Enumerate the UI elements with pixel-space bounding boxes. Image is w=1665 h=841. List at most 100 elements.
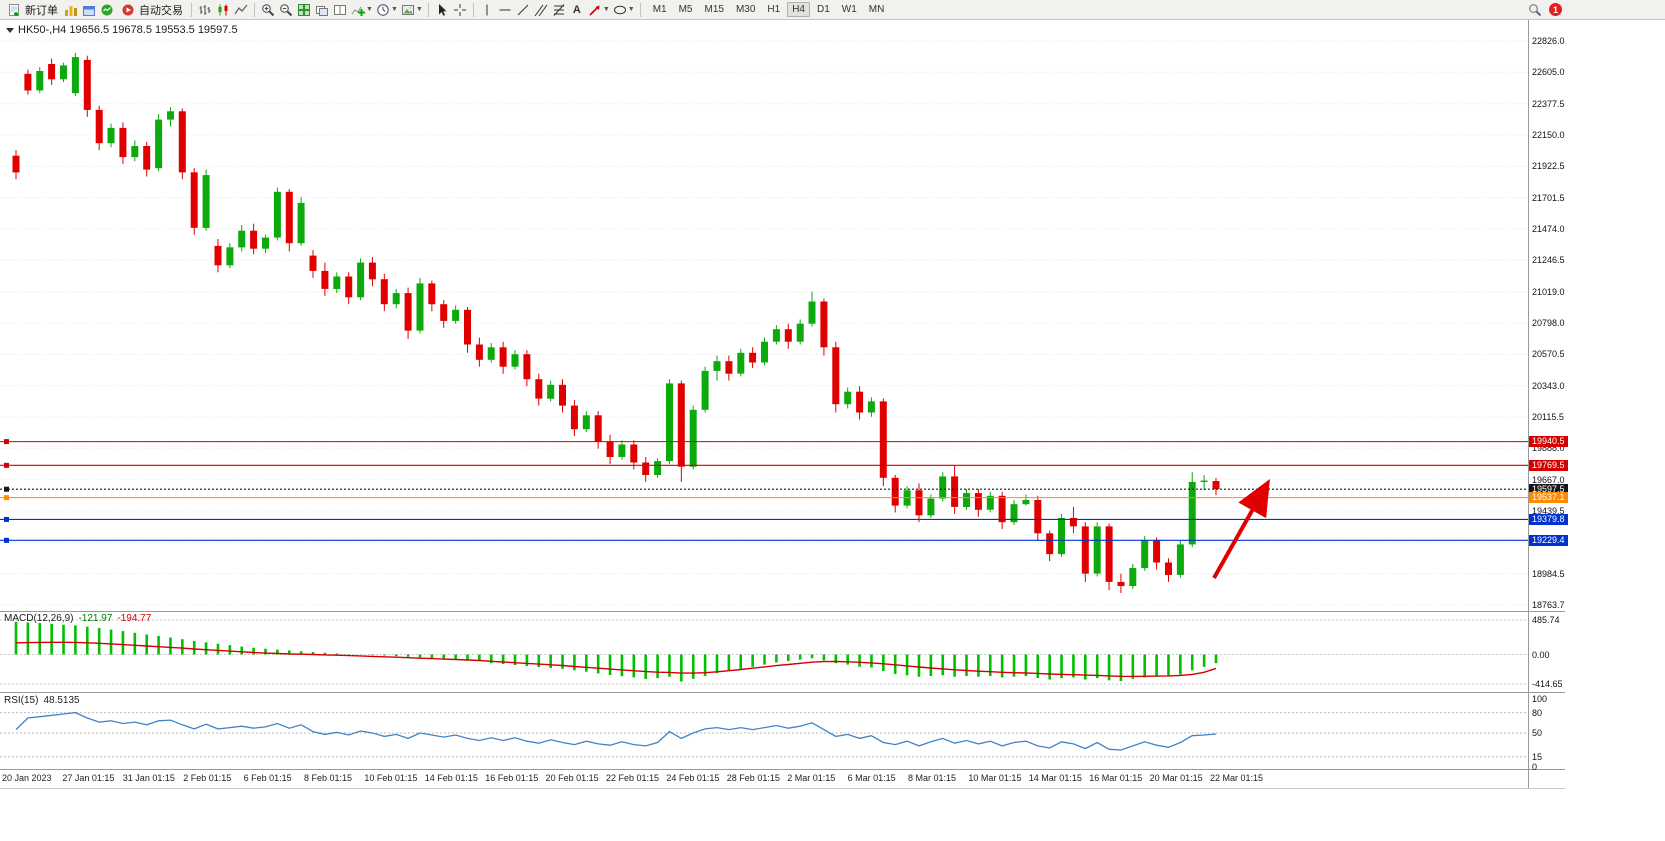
auto-trading-icon bbox=[120, 2, 136, 17]
period-caret-icon[interactable]: ▼ bbox=[390, 6, 398, 13]
rsi-indicator-label: RSI(15) 48.5135 bbox=[4, 695, 80, 706]
rsi-value: 48.5135 bbox=[43, 695, 80, 706]
vertical-line-tool-icon[interactable] bbox=[479, 2, 495, 17]
timeframe-m1[interactable]: M1 bbox=[652, 4, 667, 15]
time-scale-label: 16 Mar 01:15 bbox=[1089, 773, 1143, 783]
trendline-tool-icon[interactable] bbox=[515, 2, 531, 17]
time-axis[interactable]: 20 Jan 2023 27 Jan 01:15 31 Jan 01:15 2 Feb… bbox=[0, 770, 1528, 788]
line-anchor-handle[interactable] bbox=[4, 495, 9, 501]
timeframe-w1[interactable]: W1 bbox=[841, 4, 857, 15]
timeframe-m5[interactable]: M5 bbox=[678, 4, 693, 15]
price-scale-label: 22826.0 bbox=[1532, 36, 1565, 46]
new-chart-icon[interactable] bbox=[63, 2, 79, 17]
price-axis-border bbox=[1528, 20, 1529, 788]
profiles-icon[interactable] bbox=[81, 2, 97, 17]
price-tag-19769.5: 19769.5 bbox=[1529, 459, 1568, 471]
horizontal-line-tool-icon[interactable] bbox=[497, 2, 513, 17]
candles bbox=[12, 52, 1220, 593]
search-icon[interactable] bbox=[1527, 2, 1543, 17]
line-anchor-handle[interactable] bbox=[4, 486, 9, 492]
time-scale-label: 8 Mar 01:15 bbox=[908, 773, 957, 783]
timeframe-m30[interactable]: M30 bbox=[735, 4, 756, 15]
price-scale-label: 22150.0 bbox=[1532, 130, 1565, 140]
time-scale-label: 22 Mar 01:15 bbox=[1210, 773, 1264, 783]
time-scale-label: 24 Feb 01:15 bbox=[666, 773, 720, 783]
arrows-caret-icon[interactable]: ▼ bbox=[602, 6, 610, 13]
macd-scale-label: 485.74 bbox=[1532, 615, 1560, 625]
cursor-icon[interactable] bbox=[434, 2, 450, 17]
price-scale-label: 20343.0 bbox=[1532, 380, 1565, 391]
line-chart-icon[interactable] bbox=[233, 2, 249, 17]
template-caret-icon[interactable]: ▼ bbox=[415, 6, 423, 13]
price-chart[interactable] bbox=[0, 20, 1528, 611]
price-scale-label: 21701.5 bbox=[1532, 192, 1565, 203]
indicators-caret-icon[interactable]: ▼ bbox=[366, 6, 373, 13]
new-order-button[interactable]: 新订单 bbox=[3, 1, 61, 18]
arrange-windows-icon[interactable] bbox=[332, 2, 348, 17]
line-anchor-handle[interactable] bbox=[4, 462, 9, 468]
template-snapshot-icon[interactable] bbox=[400, 2, 416, 17]
indicators-icon[interactable] bbox=[350, 2, 366, 17]
chart-marker-icon bbox=[6, 28, 14, 33]
panel-separator[interactable] bbox=[0, 692, 1565, 693]
zoom-out-icon[interactable] bbox=[278, 2, 294, 17]
candlestick-chart-icon[interactable] bbox=[215, 2, 231, 17]
macd-signal-value: -194.77 bbox=[117, 613, 152, 624]
time-scale-label: 6 Feb 01:15 bbox=[243, 773, 292, 783]
main-toolbar: 新订单 自动交易 ▼ ▼ bbox=[0, 0, 1665, 20]
chart-area[interactable]: HK50-,H4 19656.5 19678.5 19553.5 19597.5… bbox=[0, 20, 1665, 841]
timeframe-d1[interactable]: D1 bbox=[817, 4, 830, 15]
auto-trading-button[interactable]: 自动交易 bbox=[117, 1, 186, 18]
timeframe-h1[interactable]: H1 bbox=[767, 4, 781, 15]
panel-separator[interactable] bbox=[0, 611, 1565, 612]
panel-separator[interactable] bbox=[0, 769, 1565, 770]
rsi-panel[interactable] bbox=[0, 693, 1528, 769]
toolbar-separator bbox=[472, 2, 474, 17]
new-order-label: 新订单 bbox=[25, 4, 58, 17]
line-anchor-handle[interactable] bbox=[4, 537, 9, 543]
auto-trading-label: 自动交易 bbox=[139, 4, 183, 17]
price-axis[interactable]: 22826.0 22605.0 22377.5 22150.0 21922.5 21701… bbox=[1529, 20, 1665, 788]
cascade-windows-icon[interactable] bbox=[314, 2, 330, 17]
time-scale-label: 14 Feb 01:15 bbox=[424, 773, 478, 783]
price-scale-label: 20570.5 bbox=[1532, 349, 1565, 360]
price-scale-label: 21019.0 bbox=[1532, 286, 1565, 297]
macd-indicator-label: MACD(12,26,9) -121.97 -194.77 bbox=[4, 613, 151, 624]
arrows-tool-icon[interactable] bbox=[587, 2, 603, 17]
price-tag-19940.5: 19940.5 bbox=[1529, 436, 1568, 448]
rsi-scale-label: 0 bbox=[1532, 762, 1538, 772]
timeframe-m15[interactable]: M15 bbox=[704, 4, 724, 15]
tile-windows-icon[interactable] bbox=[296, 2, 312, 17]
channel-tool-icon[interactable] bbox=[533, 2, 549, 17]
timeframe-group: M1 M5 M15 M30 H1 H4 D1 W1 MN bbox=[648, 2, 890, 17]
notification-badge[interactable]: 1 bbox=[1549, 3, 1562, 16]
toolbar-separator bbox=[254, 2, 255, 17]
text-tool-icon[interactable]: A bbox=[572, 3, 581, 16]
rsi-label: RSI(15) bbox=[4, 695, 39, 706]
shapes-tool-icon[interactable] bbox=[612, 2, 628, 17]
zoom-in-icon[interactable] bbox=[260, 2, 276, 17]
time-scale-label: 10 Feb 01:15 bbox=[364, 773, 418, 783]
crosshair-icon[interactable] bbox=[452, 2, 468, 17]
timeframe-mn[interactable]: MN bbox=[868, 4, 885, 15]
price-scale-label: 21474.0 bbox=[1532, 224, 1565, 234]
time-scale-label: 8 Feb 01:15 bbox=[304, 773, 353, 783]
rsi-scale-label: 100 bbox=[1532, 694, 1548, 704]
price-scale-label: 22605.0 bbox=[1532, 67, 1565, 78]
trend-arrow[interactable] bbox=[1212, 479, 1270, 579]
rsi-scale-label: 15 bbox=[1532, 751, 1543, 762]
line-anchor-handle[interactable] bbox=[4, 516, 9, 522]
period-clock-icon[interactable] bbox=[375, 2, 391, 17]
market-watch-icon[interactable] bbox=[99, 2, 115, 17]
time-scale-label: 14 Mar 01:15 bbox=[1028, 773, 1082, 783]
chart-title: HK50-,H4 19656.5 19678.5 19553.5 19597.5 bbox=[6, 24, 238, 36]
timeframe-h4[interactable]: H4 bbox=[787, 2, 810, 17]
macd-main-value: -121.97 bbox=[78, 613, 113, 624]
shapes-caret-icon[interactable]: ▼ bbox=[627, 6, 635, 13]
price-scale-label: 20798.0 bbox=[1532, 318, 1565, 328]
fibonacci-tool-icon[interactable] bbox=[551, 2, 567, 17]
bar-chart-icon[interactable] bbox=[197, 2, 213, 17]
price-tag-19229.4: 19229.4 bbox=[1529, 534, 1568, 546]
line-anchor-handle[interactable] bbox=[4, 439, 9, 445]
macd-panel[interactable] bbox=[0, 612, 1528, 692]
